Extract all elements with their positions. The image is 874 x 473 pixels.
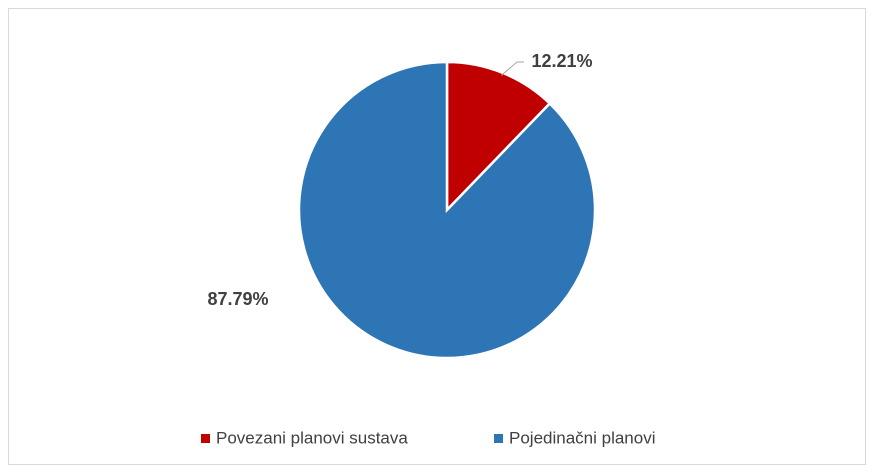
- pie-slice: [445, 60, 552, 214]
- legend-label: Povezani planovi sustava: [216, 428, 408, 447]
- leader-line: [500, 61, 524, 76]
- pie-slice: [297, 60, 597, 360]
- legend-swatch: [201, 434, 210, 443]
- data-label: 87.79%: [207, 289, 268, 309]
- data-label: 12.21%: [531, 51, 592, 71]
- legend-label: Pojedinačni planovi: [509, 428, 656, 447]
- legend-swatch: [494, 434, 503, 443]
